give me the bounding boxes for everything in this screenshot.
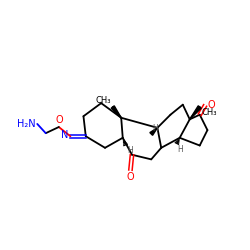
Text: CH₃: CH₃ [96,96,111,106]
Text: O: O [208,100,215,110]
Text: N: N [62,130,69,140]
Polygon shape [190,106,201,119]
Text: H: H [152,124,158,133]
Text: H: H [178,145,183,154]
Polygon shape [111,106,121,118]
Text: H₂N: H₂N [17,119,36,129]
Polygon shape [150,128,158,135]
Text: H: H [127,146,133,155]
Text: O: O [126,172,134,182]
Text: CH₃: CH₃ [201,108,217,117]
Text: O: O [55,116,63,126]
